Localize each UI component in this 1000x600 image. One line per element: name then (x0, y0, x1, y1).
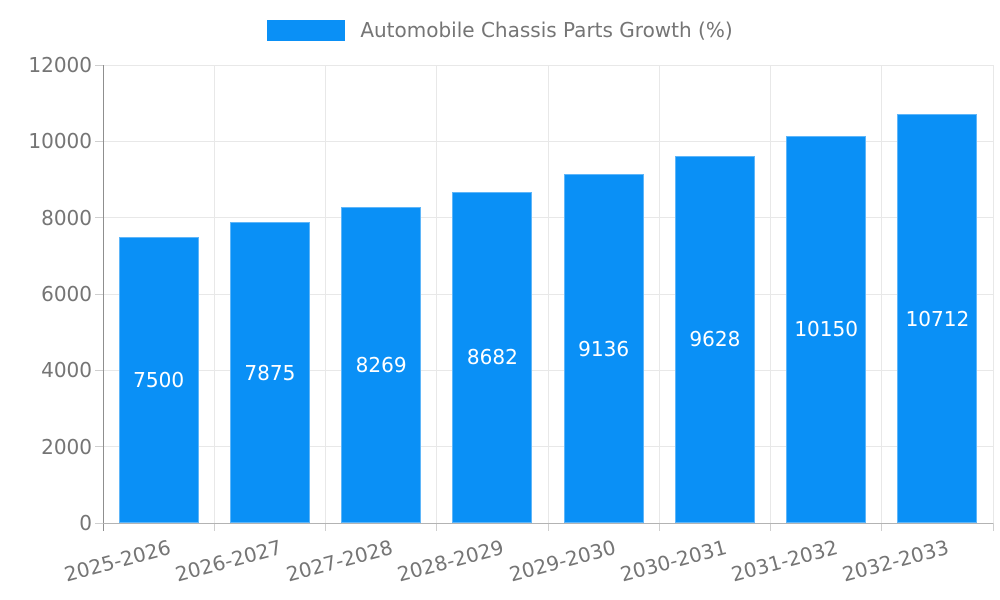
gridline-vertical (213, 65, 215, 523)
legend-item[interactable]: Automobile Chassis Parts Growth (%) (0, 16, 1000, 44)
x-axis-category-label: 2028-2029 (395, 535, 507, 587)
y-axis-tick (95, 293, 103, 295)
x-axis-tick (436, 523, 438, 531)
gridline-vertical (881, 65, 883, 523)
y-axis-line (102, 65, 104, 531)
legend-swatch-icon (267, 19, 346, 41)
y-axis-label: 2000 (41, 434, 92, 459)
gridline-vertical (992, 65, 994, 523)
legend-label: Automobile Chassis Parts Growth (%) (360, 18, 733, 42)
x-axis-category-label: 2032-2033 (840, 535, 952, 587)
bar[interactable] (897, 114, 978, 523)
gridline-vertical (770, 65, 771, 523)
y-axis-tick (95, 369, 103, 371)
x-axis-category-label: 2025-2026 (61, 535, 173, 587)
x-axis-tick (325, 523, 326, 531)
y-axis-label: 10000 (28, 129, 92, 154)
bar[interactable] (118, 236, 199, 523)
bar[interactable] (229, 222, 310, 523)
x-axis-category-label: 2031-2032 (728, 535, 841, 587)
bar[interactable] (341, 207, 422, 523)
x-axis-tick (658, 523, 660, 531)
y-axis-label: 8000 (41, 205, 92, 230)
gridline-vertical (547, 65, 549, 523)
bar[interactable] (563, 174, 644, 523)
x-axis-tick (547, 523, 549, 531)
x-axis-tick (992, 523, 994, 531)
gridline-vertical (436, 65, 438, 523)
y-axis-tick (95, 140, 103, 142)
y-axis-label: 0 (79, 511, 92, 535)
x-axis-line (103, 522, 993, 524)
bar[interactable] (786, 135, 867, 523)
gridline-vertical (325, 65, 326, 523)
y-axis-tick (95, 64, 103, 66)
x-axis-category-label: 2026-2027 (172, 535, 285, 587)
gridline-vertical (658, 65, 660, 523)
x-axis-tick (881, 523, 883, 531)
y-axis-label: 12000 (28, 53, 92, 77)
y-axis-tick (95, 446, 103, 448)
x-axis-category-label: 2029-2030 (506, 535, 618, 587)
x-axis-category-label: 2030-2031 (617, 535, 730, 587)
x-axis-tick (770, 523, 771, 531)
y-axis-tick (95, 522, 103, 524)
x-axis-category-label: 2027-2028 (283, 535, 396, 587)
y-axis-tick (95, 217, 103, 219)
bar[interactable] (452, 191, 533, 523)
x-axis-tick (213, 523, 215, 531)
y-axis-label: 4000 (41, 358, 92, 383)
bar[interactable] (674, 155, 755, 523)
y-axis-label: 6000 (41, 282, 92, 306)
